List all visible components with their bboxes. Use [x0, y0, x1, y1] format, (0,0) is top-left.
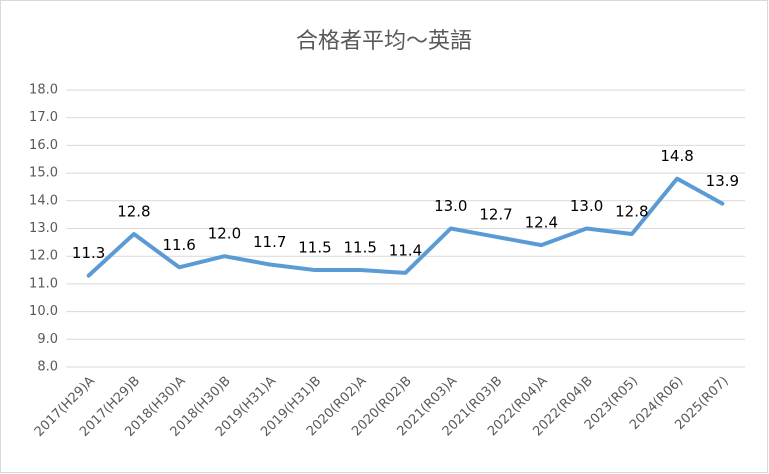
data-label: 12.8	[117, 203, 150, 221]
data-label: 12.8	[615, 203, 648, 221]
data-label: 11.5	[298, 239, 331, 257]
data-label: 11.4	[389, 241, 422, 259]
data-label: 11.5	[344, 239, 377, 257]
data-label: 12.7	[479, 205, 512, 223]
y-tick-label: 15.0	[29, 166, 58, 181]
data-label: 11.7	[253, 233, 286, 251]
y-tick-label: 13.0	[29, 221, 58, 236]
y-tick-label: 16.0	[29, 138, 58, 153]
chart-title: 合格者平均～英語	[296, 29, 472, 54]
data-label: 11.3	[72, 244, 105, 262]
y-tick-label: 17.0	[29, 110, 58, 125]
y-tick-label: 10.0	[29, 304, 58, 319]
data-label: 11.6	[162, 236, 195, 254]
y-tick-label: 14.0	[29, 193, 58, 208]
y-tick-label: 18.0	[29, 83, 58, 98]
y-tick-label: 8.0	[37, 360, 58, 375]
data-label: 13.0	[570, 197, 603, 215]
data-label: 13.0	[434, 197, 467, 215]
data-line	[86, 176, 725, 278]
data-label: 12.0	[208, 225, 241, 243]
data-label: 13.9	[706, 172, 739, 190]
y-tick-label: 11.0	[29, 276, 58, 291]
data-label: 14.8	[660, 147, 693, 165]
y-tick-label: 12.0	[29, 249, 58, 264]
data-label: 12.4	[525, 214, 558, 232]
y-tick-label: 9.0	[37, 332, 58, 347]
